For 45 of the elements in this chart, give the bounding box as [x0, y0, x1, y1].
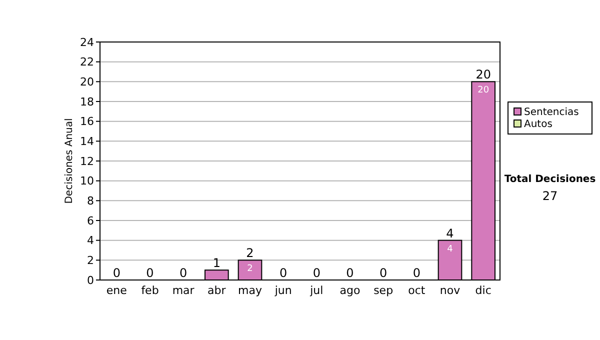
x-tick-label: abr — [208, 284, 226, 297]
x-tick-label: dic — [475, 284, 492, 297]
total-label: 4 — [446, 226, 454, 240]
x-tick-label: sep — [374, 284, 394, 297]
total-label: 0 — [412, 266, 420, 280]
y-tick-label: 22 — [80, 56, 94, 69]
total-label: 0 — [280, 266, 288, 280]
data-label: 20 — [478, 86, 490, 96]
text: Total Decisiones — [504, 174, 596, 185]
total-label: 0 — [180, 266, 188, 280]
x-tick-label: nov — [440, 284, 461, 297]
y-tick-label: 8 — [87, 194, 94, 208]
legend-label: Autos — [524, 119, 552, 130]
x-tick-label: ago — [340, 284, 360, 297]
y-tick-label: 12 — [80, 154, 94, 168]
x-tick-label: jul — [309, 284, 324, 297]
total-label: 0 — [312, 266, 320, 280]
y-axis-title: Decisiones Anual — [64, 118, 75, 204]
total-label: 0 — [146, 266, 154, 280]
total-label: 0 — [380, 266, 388, 280]
y-tick-label: 0 — [87, 274, 94, 287]
y-tick-label: 24 — [80, 36, 94, 49]
x-tick-label: jun — [274, 284, 292, 297]
total-label: 0 — [346, 266, 354, 280]
y-tick-label: 14 — [80, 135, 94, 148]
x-tick-label: ene — [106, 284, 128, 297]
total-label: 20 — [476, 68, 491, 82]
legend-label: Sentencias — [524, 107, 579, 118]
text: 27 — [542, 189, 558, 203]
y-tick-label: 4 — [87, 234, 94, 248]
total-label: 0 — [112, 266, 120, 280]
data-label: 4 — [447, 244, 454, 254]
x-tick-label: may — [238, 284, 262, 297]
y-tick-label: 2 — [87, 254, 94, 268]
y-tick-label: 10 — [80, 174, 94, 188]
y-tick-label: 20 — [80, 76, 94, 89]
x-tick-label: mar — [172, 284, 195, 297]
y-tick-label: 18 — [80, 95, 94, 108]
y-tick-label: 6 — [87, 214, 94, 228]
total-label: 2 — [246, 246, 254, 260]
x-tick-label: oct — [408, 284, 426, 297]
data-label: 2 — [247, 264, 253, 274]
x-tick-label: feb — [141, 284, 159, 297]
total-label: 1 — [212, 256, 220, 270]
y-tick-label: 16 — [80, 115, 94, 128]
